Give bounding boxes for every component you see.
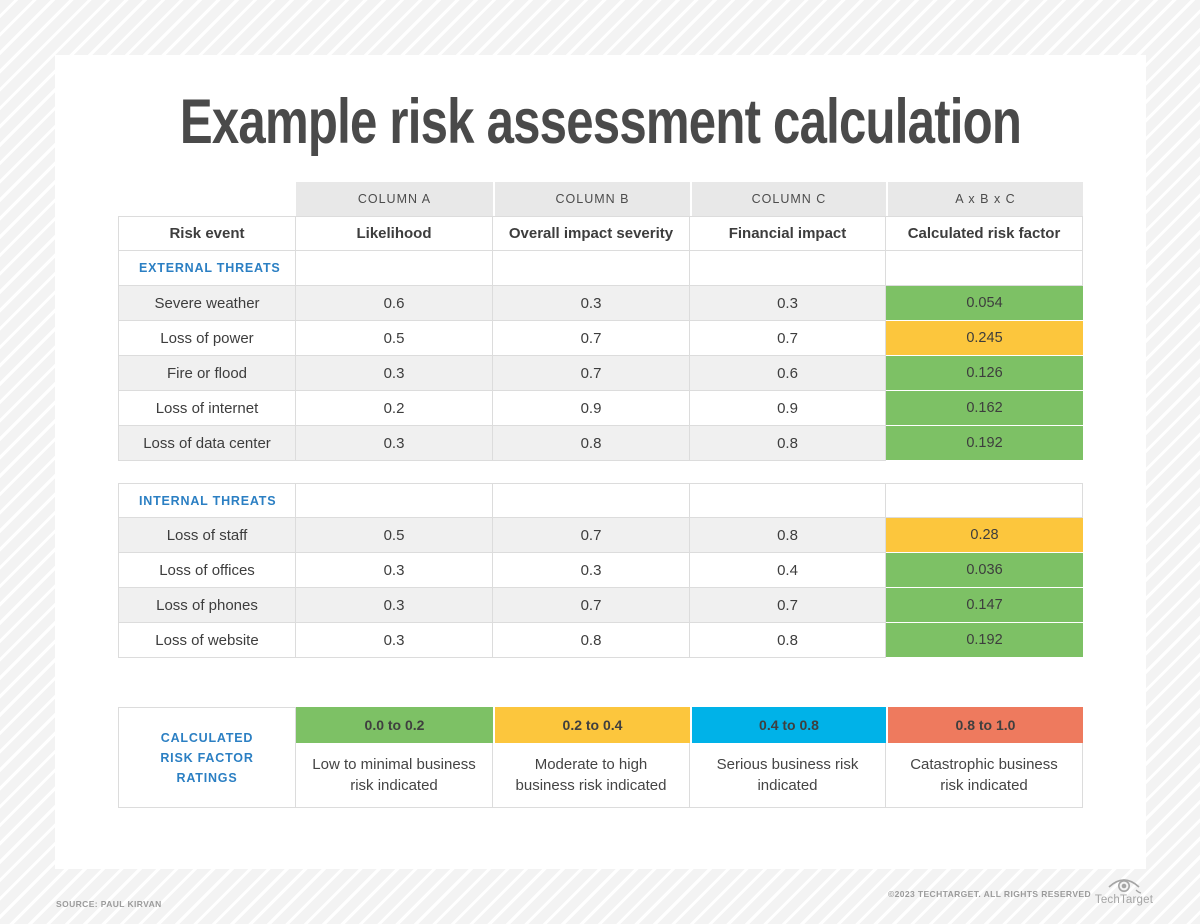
likelihood-cell: 0.5 xyxy=(296,518,493,553)
likelihood-cell: 0.3 xyxy=(296,623,493,658)
section-label: INTERNAL THREATS xyxy=(118,483,296,518)
empty-cell xyxy=(296,251,493,286)
field-header: Financial impact xyxy=(690,216,886,251)
impact-severity-cell: 0.8 xyxy=(493,623,690,658)
risk-ratings-legend: CALCULATED RISK FACTOR RATINGS 0.0 to 0.2… xyxy=(118,707,1083,808)
risk-event-cell: Loss of power xyxy=(118,321,296,356)
financial-impact-cell: 0.6 xyxy=(690,356,886,391)
impact-severity-cell: 0.7 xyxy=(493,518,690,553)
column-header: COLUMN C xyxy=(690,182,886,216)
impact-severity-cell: 0.3 xyxy=(493,553,690,588)
legend-description: Low to minimal business risk indicated xyxy=(296,743,493,808)
impact-severity-cell: 0.7 xyxy=(493,321,690,356)
field-header: Calculated risk factor xyxy=(886,216,1083,251)
empty-cell xyxy=(886,483,1083,518)
techtarget-logo: TechTarget xyxy=(1095,874,1153,906)
financial-impact-cell: 0.8 xyxy=(690,426,886,461)
risk-event-cell: Loss of offices xyxy=(118,553,296,588)
legend-description: Catastrophic business risk indicated xyxy=(886,743,1083,808)
empty-cell xyxy=(296,483,493,518)
field-header: Overall impact severity xyxy=(493,216,690,251)
column-header: COLUMN A xyxy=(296,182,493,216)
likelihood-cell: 0.3 xyxy=(296,553,493,588)
risk-factor-cell: 0.28 xyxy=(886,518,1083,553)
source-credit: SOURCE: PAUL KIRVAN xyxy=(56,899,162,909)
internal-threats-table: INTERNAL THREATS Loss of staff 0.5 0.7 0.8 0.… xyxy=(118,483,1083,658)
financial-impact-cell: 0.9 xyxy=(690,391,886,426)
risk-event-cell: Loss of website xyxy=(118,623,296,658)
infographic-card: Example risk assessment calculation COLU… xyxy=(55,55,1146,869)
empty-cell xyxy=(493,251,690,286)
empty-cell xyxy=(493,483,690,518)
risk-event-cell: Loss of phones xyxy=(118,588,296,623)
risk-factor-cell: 0.036 xyxy=(886,553,1083,588)
likelihood-cell: 0.6 xyxy=(296,286,493,321)
likelihood-cell: 0.2 xyxy=(296,391,493,426)
risk-factor-cell: 0.054 xyxy=(886,286,1083,321)
legend-range: 0.4 to 0.8 xyxy=(690,707,886,743)
risk-event-cell: Loss of internet xyxy=(118,391,296,426)
risk-factor-cell: 0.192 xyxy=(886,426,1083,461)
likelihood-cell: 0.3 xyxy=(296,426,493,461)
legend-description: Serious business risk indicated xyxy=(690,743,886,808)
risk-factor-cell: 0.147 xyxy=(886,588,1083,623)
risk-event-cell: Loss of data center xyxy=(118,426,296,461)
eye-icon xyxy=(1108,879,1142,894)
financial-impact-cell: 0.7 xyxy=(690,321,886,356)
likelihood-cell: 0.3 xyxy=(296,356,493,391)
brand-name: TechTarget xyxy=(1094,894,1154,906)
risk-event-cell: Fire or flood xyxy=(118,356,296,391)
likelihood-cell: 0.3 xyxy=(296,588,493,623)
impact-severity-cell: 0.7 xyxy=(493,356,690,391)
footer-right: ©2023 TECHTARGET. ALL RIGHTS RESERVED Te… xyxy=(887,874,1153,906)
risk-factor-cell: 0.162 xyxy=(886,391,1083,426)
field-header: Risk event xyxy=(118,216,296,251)
financial-impact-cell: 0.7 xyxy=(690,588,886,623)
legend-label: CALCULATED RISK FACTOR RATINGS xyxy=(118,707,296,808)
impact-severity-cell: 0.3 xyxy=(493,286,690,321)
risk-factor-cell: 0.126 xyxy=(886,356,1083,391)
copyright-text: ©2023 TECHTARGET. ALL RIGHTS RESERVED xyxy=(887,889,1091,899)
column-header: COLUMN B xyxy=(493,182,690,216)
column-header: A x B x C xyxy=(886,182,1083,216)
table-corner-cell xyxy=(118,182,296,216)
legend-range: 0.0 to 0.2 xyxy=(296,707,493,743)
risk-factor-cell: 0.245 xyxy=(886,321,1083,356)
legend-range: 0.8 to 1.0 xyxy=(886,707,1083,743)
field-header: Likelihood xyxy=(296,216,493,251)
financial-impact-cell: 0.8 xyxy=(690,518,886,553)
section-label: EXTERNAL THREATS xyxy=(118,251,296,286)
impact-severity-cell: 0.7 xyxy=(493,588,690,623)
empty-cell xyxy=(886,251,1083,286)
impact-severity-cell: 0.9 xyxy=(493,391,690,426)
financial-impact-cell: 0.8 xyxy=(690,623,886,658)
risk-factor-cell: 0.192 xyxy=(886,623,1083,658)
risk-event-cell: Loss of staff xyxy=(118,518,296,553)
legend-range: 0.2 to 0.4 xyxy=(493,707,690,743)
financial-impact-cell: 0.4 xyxy=(690,553,886,588)
legend-description: Moderate to high business risk indicated xyxy=(493,743,690,808)
impact-severity-cell: 0.8 xyxy=(493,426,690,461)
empty-cell xyxy=(690,251,886,286)
risk-event-cell: Severe weather xyxy=(118,286,296,321)
empty-cell xyxy=(690,483,886,518)
likelihood-cell: 0.5 xyxy=(296,321,493,356)
page-title: Example risk assessment calculation xyxy=(179,87,1022,157)
financial-impact-cell: 0.3 xyxy=(690,286,886,321)
